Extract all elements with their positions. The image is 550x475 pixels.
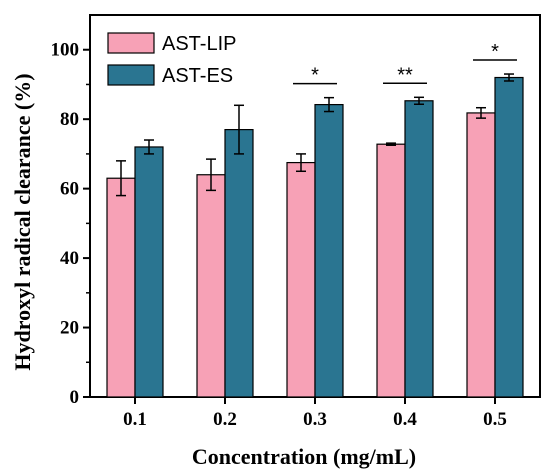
x-tick-label: 0.3 bbox=[303, 409, 327, 430]
legend-label: AST-ES bbox=[162, 65, 233, 87]
legend-swatch bbox=[107, 64, 155, 86]
significance-label: * bbox=[311, 65, 319, 87]
x-tick-label: 0.2 bbox=[213, 409, 237, 430]
bar bbox=[196, 174, 226, 398]
bar bbox=[404, 100, 434, 398]
bar bbox=[494, 76, 524, 398]
x-tick-label: 0.5 bbox=[483, 409, 507, 430]
y-tick-label: 0 bbox=[70, 387, 80, 408]
bar bbox=[106, 177, 136, 398]
x-tick-label: 0.1 bbox=[123, 409, 147, 430]
significance-label: * bbox=[491, 41, 499, 63]
legend-label: AST-LIP bbox=[162, 33, 236, 55]
legend-swatch bbox=[107, 32, 155, 54]
significance-label: ** bbox=[397, 64, 413, 86]
bar bbox=[286, 161, 316, 398]
bar bbox=[376, 143, 406, 398]
y-tick-label: 60 bbox=[60, 179, 79, 200]
y-tick-label: 100 bbox=[51, 40, 80, 61]
y-tick-label: 80 bbox=[60, 109, 79, 130]
bar bbox=[134, 146, 164, 398]
y-tick-label: 40 bbox=[60, 248, 79, 269]
x-axis-title: Concentration (mg/mL) bbox=[192, 444, 416, 469]
y-axis-title: Hydroxyl radical clearance (%) bbox=[10, 73, 35, 370]
bar bbox=[224, 129, 254, 398]
bar bbox=[314, 103, 344, 398]
bar bbox=[466, 112, 496, 398]
x-tick-label: 0.4 bbox=[393, 409, 417, 430]
y-tick-label: 20 bbox=[60, 318, 79, 339]
